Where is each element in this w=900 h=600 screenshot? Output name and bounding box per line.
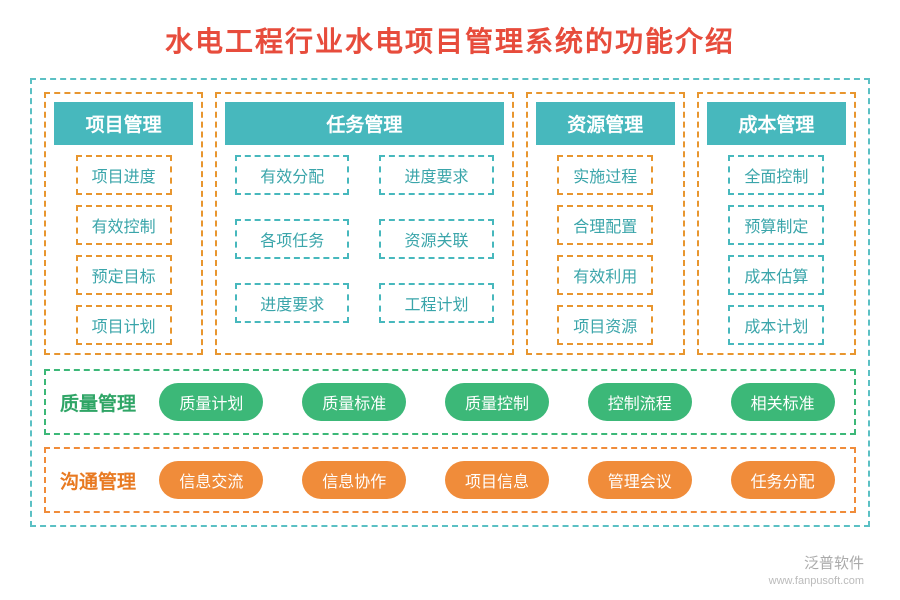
row-label-1: 沟通管理: [60, 467, 136, 494]
watermark-brand: 泛普软件: [769, 554, 864, 574]
item-box: 合理配置: [557, 205, 653, 245]
row-label-0: 质量管理: [60, 389, 136, 416]
item-box: 项目计划: [76, 305, 172, 345]
column-header-2: 资源管理: [536, 102, 675, 145]
column-items-3: 全面控制预算制定成本估算成本计划: [707, 155, 846, 345]
pill: 质量标准: [302, 383, 406, 421]
item-box: 成本估算: [728, 255, 824, 295]
pill: 管理会议: [588, 461, 692, 499]
item-box: 有效利用: [557, 255, 653, 295]
column-box-3: 成本管理全面控制预算制定成本估算成本计划: [697, 92, 856, 355]
item-box: 有效控制: [76, 205, 172, 245]
column-header-0: 项目管理: [54, 102, 193, 145]
pill: 质量计划: [159, 383, 263, 421]
item-box: 预定目标: [76, 255, 172, 295]
pill: 项目信息: [445, 461, 549, 499]
watermark: 泛普软件 www.fanpusoft.com: [769, 554, 864, 588]
bottom-rows-container: 质量管理质量计划 质量标准 质量控制 控制流程 相关标准沟通管理信息交流 信息协作 项目信息…: [44, 369, 856, 513]
category-row-1: 沟通管理信息交流 信息协作 项目信息 管理会议 任务分配: [44, 447, 856, 513]
pill: 任务分配: [731, 461, 835, 499]
category-row-0: 质量管理质量计划 质量标准 质量控制 控制流程 相关标准: [44, 369, 856, 435]
item-box: 进度要求: [379, 155, 493, 195]
pill: 控制流程: [588, 383, 692, 421]
column-box-0: 项目管理项目进度有效控制预定目标项目计划: [44, 92, 203, 355]
item-box: 实施过程: [557, 155, 653, 195]
column-header-3: 成本管理: [707, 102, 846, 145]
column-items-0: 项目进度有效控制预定目标项目计划: [54, 155, 193, 345]
columns-row: 项目管理项目进度有效控制预定目标项目计划任务管理有效分配进度要求各项任务资源关联…: [44, 92, 856, 355]
column-header-1: 任务管理: [225, 102, 503, 145]
item-box: 项目进度: [76, 155, 172, 195]
item-box: 资源关联: [379, 219, 493, 259]
item-box: 工程计划: [379, 283, 493, 323]
column-box-1: 任务管理有效分配进度要求各项任务资源关联进度要求工程计划: [215, 92, 513, 355]
item-box: 全面控制: [728, 155, 824, 195]
item-box: 项目资源: [557, 305, 653, 345]
column-box-2: 资源管理实施过程合理配置有效利用项目资源: [526, 92, 685, 355]
pill: 相关标准: [731, 383, 835, 421]
pill: 质量控制: [445, 383, 549, 421]
item-box: 预算制定: [728, 205, 824, 245]
item-box: 各项任务: [235, 219, 349, 259]
pill-container-1: 信息交流 信息协作 项目信息 管理会议 任务分配: [154, 461, 840, 499]
column-items-2: 实施过程合理配置有效利用项目资源: [536, 155, 675, 345]
item-box: 有效分配: [235, 155, 349, 195]
diagram-container: 项目管理项目进度有效控制预定目标项目计划任务管理有效分配进度要求各项任务资源关联…: [30, 78, 870, 527]
watermark-url: www.fanpusoft.com: [769, 574, 864, 588]
pill: 信息交流: [159, 461, 263, 499]
item-box: 成本计划: [728, 305, 824, 345]
item-box: 进度要求: [235, 283, 349, 323]
pill: 信息协作: [302, 461, 406, 499]
page-title: 水电工程行业水电项目管理系统的功能介绍: [30, 20, 870, 60]
pill-container-0: 质量计划 质量标准 质量控制 控制流程 相关标准: [154, 383, 840, 421]
column-items-1: 有效分配进度要求各项任务资源关联进度要求工程计划: [225, 155, 503, 323]
